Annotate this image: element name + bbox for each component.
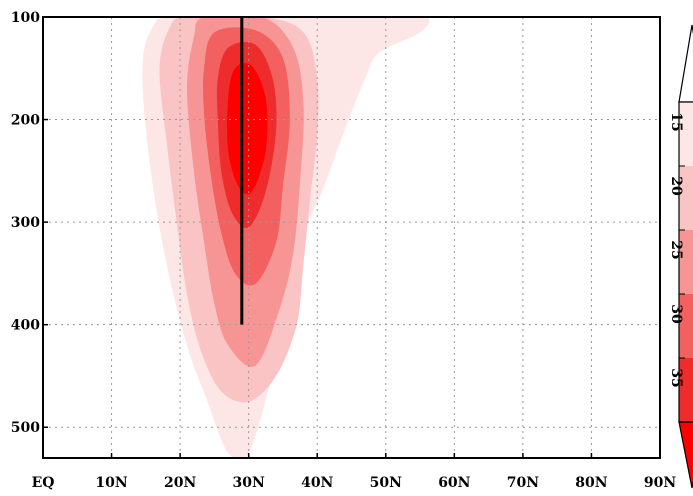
colorbar-band xyxy=(679,358,693,422)
contour-fills xyxy=(142,17,430,458)
colorbar-min-extension xyxy=(678,24,693,103)
colorbar-label: 25 xyxy=(668,240,684,259)
y-tick-label: 100 xyxy=(11,10,40,26)
x-tick-label: 10N xyxy=(95,475,127,491)
x-tick-label: 70N xyxy=(507,475,539,491)
y-tick-label: 400 xyxy=(11,318,40,334)
colorbar-band xyxy=(679,166,693,230)
x-tick-label: 60N xyxy=(438,475,470,491)
x-tick-label: 80N xyxy=(575,475,607,491)
colorbar-border xyxy=(678,101,693,423)
colorbar-label: 35 xyxy=(668,368,684,387)
x-tick-label: 50N xyxy=(370,475,402,491)
colorbar-band xyxy=(679,294,693,358)
plot-border xyxy=(42,16,661,459)
colorbar-band xyxy=(679,230,693,294)
colorbar-label: 20 xyxy=(668,176,684,196)
y-tick-label: 300 xyxy=(11,215,40,231)
colorbar-max-extension xyxy=(678,421,693,489)
colorbar-label: 30 xyxy=(668,304,684,324)
x-axis-ticks: EQ 10N 20N 30N 40N 50N 60N 70N 80N 90N xyxy=(32,453,676,491)
x-tick-label: 40N xyxy=(301,475,333,491)
plot-frame xyxy=(42,16,661,459)
grid-lines xyxy=(43,17,660,458)
y-tick-label: 200 xyxy=(11,113,40,129)
x-tick-label: EQ xyxy=(32,475,55,491)
colorbar: 15 20 25 30 35 xyxy=(668,24,693,489)
colorbar-label: 15 xyxy=(668,112,684,131)
contour-level-37.5 xyxy=(227,63,268,195)
x-tick-label: 90N xyxy=(644,475,676,491)
y-axis-ticks: 100 200 300 400 500 xyxy=(11,10,48,436)
y-tick-label: 500 xyxy=(11,420,40,436)
x-tick-label: 30N xyxy=(233,475,265,491)
x-tick-label: 20N xyxy=(164,475,196,491)
colorbar-band xyxy=(679,102,693,166)
